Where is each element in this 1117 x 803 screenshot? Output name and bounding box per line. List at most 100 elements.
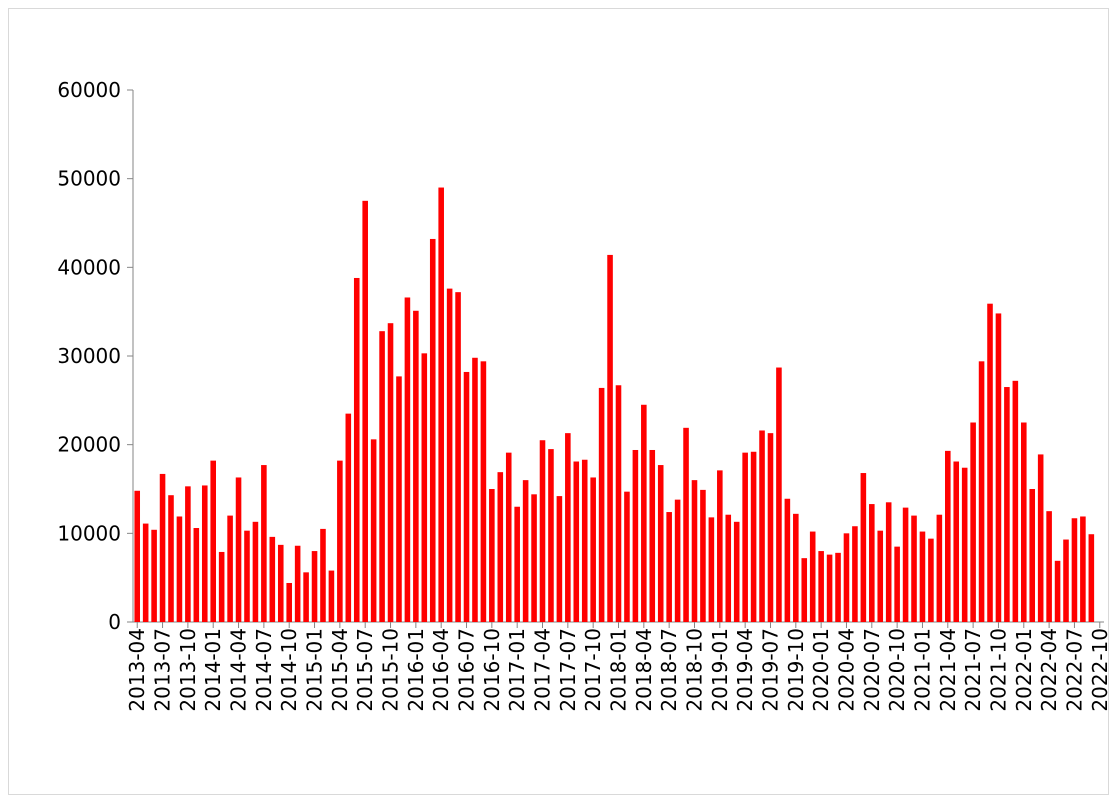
bar bbox=[151, 529, 157, 622]
x-tick-label: 2022-04 bbox=[1037, 628, 1061, 712]
x-tick-label: 2021-04 bbox=[936, 628, 960, 712]
bar bbox=[818, 551, 824, 622]
bar bbox=[168, 495, 174, 622]
bar bbox=[235, 477, 242, 622]
bar bbox=[877, 530, 884, 622]
bar bbox=[210, 460, 216, 622]
x-tick-label: 2013-07 bbox=[151, 628, 175, 712]
bar bbox=[733, 521, 740, 622]
bar bbox=[961, 467, 968, 622]
bar bbox=[387, 323, 394, 622]
bar bbox=[370, 439, 377, 622]
bar bbox=[708, 517, 715, 622]
x-tick-label: 2015-04 bbox=[328, 628, 352, 712]
x-tick-label: 2020-01 bbox=[809, 628, 833, 712]
bar bbox=[269, 536, 276, 622]
bar bbox=[1071, 518, 1078, 622]
bar bbox=[674, 499, 681, 622]
bar bbox=[489, 489, 495, 622]
bar bbox=[311, 551, 318, 622]
x-tick-label: 2020-04 bbox=[834, 628, 858, 712]
bar bbox=[581, 459, 588, 622]
bar bbox=[700, 489, 706, 622]
bar bbox=[885, 502, 892, 622]
x-tick-label: 2022-10 bbox=[1088, 628, 1112, 712]
bar bbox=[1004, 387, 1010, 622]
x-tick-label: 2015-01 bbox=[303, 628, 327, 712]
x-tick-label: 2022-01 bbox=[1012, 628, 1036, 712]
bar bbox=[396, 376, 402, 622]
x-tick-label: 2016-04 bbox=[429, 628, 453, 712]
bar bbox=[505, 452, 512, 622]
bar bbox=[404, 297, 411, 622]
bar bbox=[320, 528, 326, 622]
bar bbox=[759, 430, 765, 622]
x-tick-label: 2017-07 bbox=[556, 628, 580, 712]
y-tick-label: 20000 bbox=[57, 433, 121, 457]
bar bbox=[809, 531, 816, 622]
bar bbox=[277, 544, 284, 622]
x-tick-label: 2021-01 bbox=[910, 628, 934, 712]
x-tick-label: 2019-10 bbox=[784, 628, 808, 712]
bar bbox=[683, 427, 689, 622]
bar bbox=[632, 449, 639, 622]
bar bbox=[826, 554, 833, 622]
y-tick-label: 30000 bbox=[57, 344, 121, 368]
x-tick-label: 2017-10 bbox=[581, 628, 605, 712]
x-tick-label: 2014-10 bbox=[277, 628, 301, 712]
bar bbox=[894, 546, 900, 622]
x-tick-label: 2015-10 bbox=[379, 628, 403, 712]
bar bbox=[176, 516, 183, 622]
bar bbox=[793, 513, 799, 622]
bar bbox=[691, 480, 698, 622]
bar bbox=[159, 473, 166, 622]
bar bbox=[421, 353, 428, 622]
bar bbox=[919, 531, 926, 622]
bar bbox=[666, 512, 672, 622]
bar bbox=[463, 371, 470, 622]
bar bbox=[995, 313, 1002, 622]
bar bbox=[480, 361, 487, 622]
y-tick-label: 60000 bbox=[57, 78, 121, 102]
x-tick-label: 2016-10 bbox=[480, 628, 504, 712]
x-tick-label: 2017-04 bbox=[531, 628, 555, 712]
bar bbox=[590, 477, 596, 622]
x-tick-label: 2016-07 bbox=[455, 628, 479, 712]
bar bbox=[1054, 560, 1061, 622]
x-tick-label: 2017-01 bbox=[505, 628, 529, 712]
bar bbox=[1029, 489, 1036, 622]
bar bbox=[598, 387, 605, 622]
x-tick-label: 2019-04 bbox=[733, 628, 757, 712]
bar bbox=[835, 552, 841, 622]
bar bbox=[294, 545, 301, 622]
bar bbox=[767, 433, 774, 622]
x-tick-label: 2020-10 bbox=[885, 628, 909, 712]
bar bbox=[978, 361, 985, 622]
bar bbox=[556, 496, 563, 622]
bar bbox=[531, 494, 537, 622]
bar bbox=[615, 385, 622, 622]
x-tick-label: 2018-04 bbox=[632, 628, 656, 712]
x-tick-label: 2018-07 bbox=[657, 628, 681, 712]
bar bbox=[970, 422, 976, 622]
y-tick-label: 50000 bbox=[57, 167, 121, 191]
bar bbox=[303, 572, 309, 622]
bar bbox=[286, 582, 292, 622]
bar bbox=[446, 288, 453, 622]
bar bbox=[565, 433, 571, 622]
bar bbox=[1021, 422, 1027, 622]
x-tick-label: 2018-01 bbox=[607, 628, 631, 712]
bar bbox=[987, 303, 993, 622]
bar bbox=[328, 570, 335, 622]
bar bbox=[548, 449, 554, 622]
x-tick-label: 2021-07 bbox=[961, 628, 985, 712]
bar bbox=[869, 504, 875, 622]
bar bbox=[801, 558, 808, 622]
bar bbox=[497, 472, 504, 622]
y-tick-label: 0 bbox=[108, 610, 121, 634]
x-tick-label: 2019-07 bbox=[758, 628, 782, 712]
bar bbox=[641, 404, 647, 622]
bar bbox=[455, 292, 461, 622]
bar bbox=[725, 514, 732, 622]
